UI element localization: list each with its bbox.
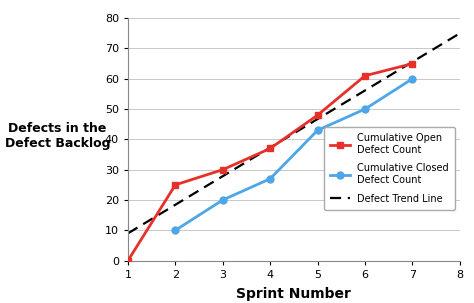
Cumulative Open
Defect Count xyxy=(173,183,178,187)
Cumulative Closed
Defect Count xyxy=(410,77,415,81)
Legend: Cumulative Open
Defect Count, Cumulative Closed
Defect Count, Defect Trend Line: Cumulative Open Defect Count, Cumulative… xyxy=(324,127,455,210)
Cumulative Closed
Defect Count xyxy=(362,107,368,111)
Cumulative Closed
Defect Count xyxy=(267,177,273,181)
Cumulative Open
Defect Count xyxy=(267,147,273,150)
Line: Cumulative Closed
Defect Count: Cumulative Closed Defect Count xyxy=(172,75,416,234)
Cumulative Open
Defect Count xyxy=(315,113,320,117)
Cumulative Open
Defect Count xyxy=(220,168,226,171)
Cumulative Closed
Defect Count xyxy=(220,198,226,202)
Cumulative Closed
Defect Count xyxy=(315,128,320,132)
X-axis label: Sprint Number: Sprint Number xyxy=(237,287,351,301)
Cumulative Closed
Defect Count xyxy=(173,228,178,232)
Cumulative Open
Defect Count xyxy=(410,62,415,65)
Line: Cumulative Open
Defect Count: Cumulative Open Defect Count xyxy=(125,60,416,264)
Text: Defects in the
Defect Backlog: Defects in the Defect Backlog xyxy=(5,122,110,150)
Cumulative Open
Defect Count xyxy=(362,74,368,78)
Cumulative Open
Defect Count xyxy=(125,259,131,262)
